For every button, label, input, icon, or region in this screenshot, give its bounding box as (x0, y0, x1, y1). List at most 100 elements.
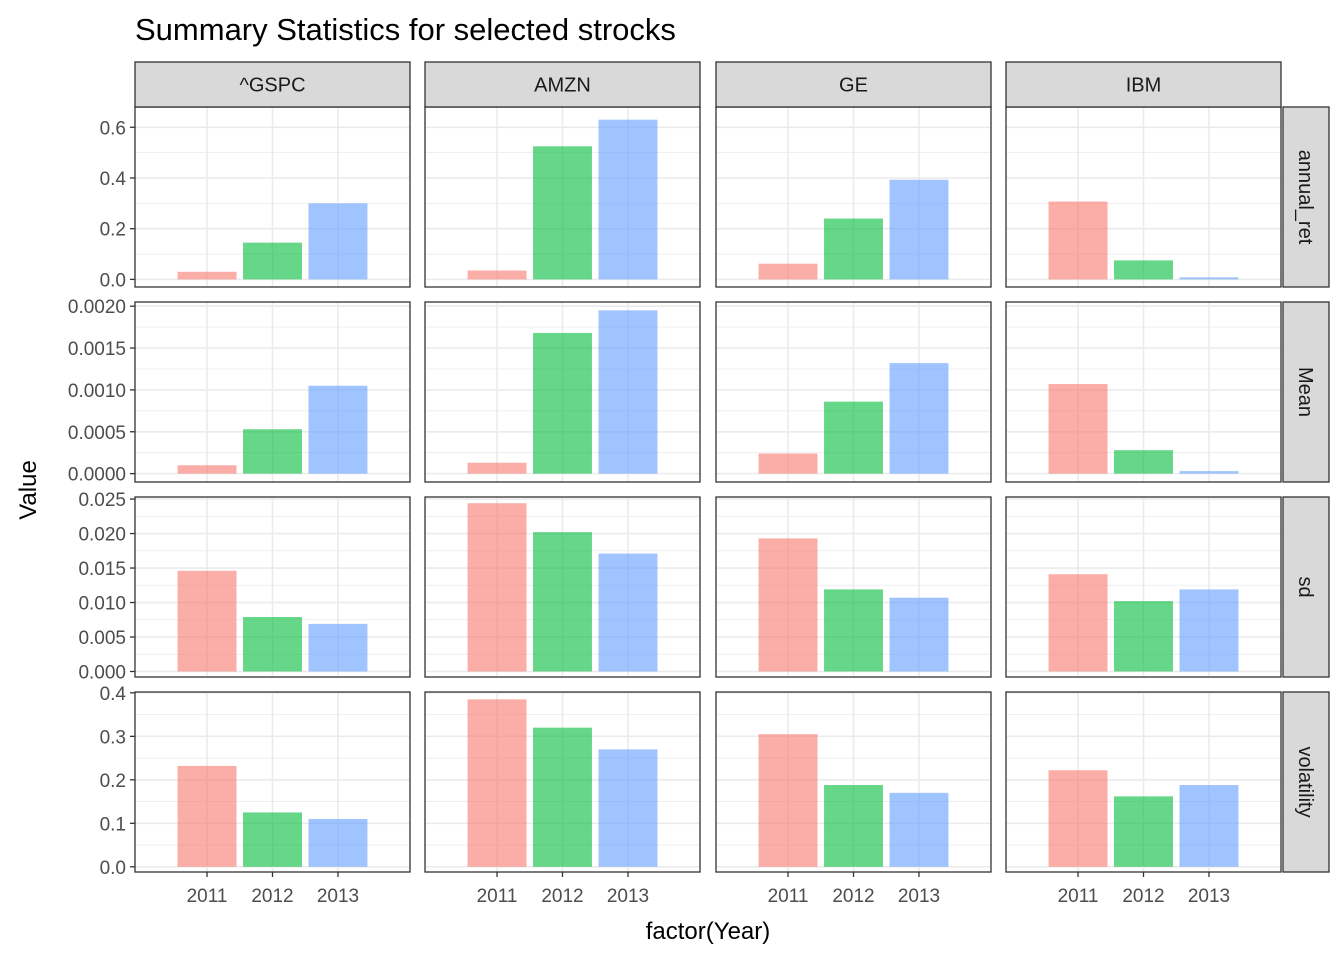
bar-gspc-annual-ret-2013 (308, 203, 368, 280)
y-tick-label: 0.3 (100, 727, 126, 748)
bar-gspc-sd-2012 (243, 617, 302, 672)
y-tick-label: 0.025 (78, 490, 126, 511)
y-tick-label: 0.6 (100, 118, 126, 139)
bar-amzn-sd-2013 (598, 553, 658, 672)
column-strip-amzn: AMZN (424, 61, 701, 108)
bar-ge-annual-ret-2011 (758, 263, 818, 280)
bar-ge-volatility-2011 (758, 734, 818, 867)
x-tick-label: 2011 (1058, 886, 1099, 907)
bar-ibm-sd-2013 (1179, 589, 1239, 672)
bar-amzn-annual-ret-2012 (533, 146, 592, 280)
row-strip-label: volatility (1294, 746, 1316, 817)
x-tick-label: 2012 (251, 886, 293, 907)
y-tick-label: 0.020 (78, 525, 126, 546)
panel-amzn-volatility: 2011 2012 2013 (424, 691, 701, 907)
x-tick-label: 2011 (477, 886, 518, 907)
y-tick-label: 0.0015 (68, 339, 126, 360)
column-strip-ibm: IBM (1005, 61, 1282, 108)
y-tick-label: 0.4 (100, 169, 127, 190)
bar-ge-mean-2013 (889, 363, 949, 474)
bar-ibm-volatility-2013 (1179, 785, 1239, 867)
panel-ge-mean (715, 301, 992, 483)
bar-ge-mean-2011 (758, 453, 818, 474)
row-strip-label: sd (1294, 576, 1316, 597)
bar-ibm-volatility-2011 (1048, 770, 1108, 867)
row-strip-mean: Mean (1282, 301, 1330, 483)
panel-ibm-annual-ret (1005, 106, 1282, 288)
chart-title: Summary Statistics for selected strocks (135, 12, 676, 47)
x-tick-label: 2011 (187, 886, 228, 907)
column-strip-label: IBM (1126, 75, 1162, 97)
x-tick-label: 2013 (607, 886, 649, 907)
column-strip-label: GE (839, 75, 868, 97)
x-tick-label: 2012 (1122, 886, 1164, 907)
facet-grid: 0.0 0.2 0.4 0.6 annual_ret 0.0000 0.0005 0.0010… (68, 61, 1330, 907)
column-strip-label: AMZN (534, 75, 591, 97)
bar-gspc-mean-2013 (308, 385, 368, 474)
y-tick-label: 0.2 (100, 220, 126, 241)
x-tick-label: 2013 (1188, 886, 1230, 907)
bar-amzn-sd-2011 (467, 503, 527, 672)
bar-amzn-annual-ret-2013 (598, 119, 658, 280)
x-tick-label: 2011 (768, 886, 809, 907)
bar-ibm-annual-ret-2012 (1114, 260, 1173, 280)
panel-border (715, 496, 992, 678)
x-tick-label: 2013 (317, 886, 359, 907)
y-tick-label: 0.000 (78, 662, 126, 683)
row-strip-background (1282, 496, 1330, 678)
bar-amzn-volatility-2011 (467, 699, 527, 867)
column-strip-background (424, 61, 701, 108)
column-strip-background (1005, 61, 1282, 108)
panel-ibm-mean (1005, 301, 1282, 483)
panel-border (424, 301, 701, 483)
bar-gspc-sd-2013 (308, 623, 368, 672)
x-tick-label: 2012 (541, 886, 583, 907)
bar-gspc-volatility-2013 (308, 818, 368, 867)
bar-gspc-mean-2012 (243, 429, 302, 474)
panel-border (715, 301, 992, 483)
panel-gspc-sd: 0.000 0.005 0.010 0.015 0.020 0.025 (78, 490, 411, 683)
column-strip-background (134, 61, 411, 108)
column-strip-gspc: ^GSPC (134, 61, 411, 108)
panel-gspc-mean: 0.0000 0.0005 0.0010 0.0015 0.0020 (68, 297, 411, 486)
row-strip-sd: sd (1282, 496, 1330, 678)
bar-ibm-sd-2012 (1114, 601, 1173, 672)
x-tick-label: 2013 (898, 886, 940, 907)
row-strip-label: Mean (1294, 367, 1316, 417)
panel-border (134, 496, 411, 678)
x-tick-label: 2012 (832, 886, 874, 907)
panel-ge-volatility: 2011 2012 2013 (715, 691, 992, 907)
panel-gspc-annual-ret: 0.0 0.2 0.4 0.6 (100, 106, 411, 291)
panel-amzn-mean (424, 301, 701, 483)
row-strip-label: annual_ret (1294, 150, 1316, 245)
bar-ge-sd-2011 (758, 538, 818, 672)
bar-ge-sd-2012 (824, 589, 883, 672)
panel-amzn-annual-ret (424, 106, 701, 288)
y-tick-label: 0.015 (78, 559, 126, 580)
row-strip-background (1282, 691, 1330, 873)
y-tick-label: 0.4 (100, 684, 127, 705)
y-tick-label: 0.0020 (68, 297, 126, 318)
y-tick-label: 0.0 (100, 270, 126, 291)
bar-ge-sd-2013 (889, 597, 949, 672)
bar-amzn-annual-ret-2011 (467, 270, 527, 280)
bar-gspc-mean-2011 (177, 465, 237, 474)
bar-ge-mean-2012 (824, 401, 883, 474)
panel-ibm-sd (1005, 496, 1282, 678)
bar-ibm-annual-ret-2013 (1179, 277, 1239, 280)
y-tick-label: 0.0 (100, 858, 126, 879)
panel-ge-annual-ret (715, 106, 992, 288)
row-strip-annual-ret: annual_ret (1282, 106, 1330, 288)
panel-border (134, 301, 411, 483)
column-strip-label: ^GSPC (239, 75, 305, 97)
y-axis-title: Value (15, 460, 42, 520)
bar-ge-annual-ret-2012 (824, 218, 883, 280)
bar-amzn-mean-2012 (533, 332, 592, 474)
y-tick-label: 0.1 (100, 814, 126, 835)
bar-ibm-annual-ret-2011 (1048, 201, 1108, 280)
column-strip-ge: GE (715, 61, 992, 108)
bar-gspc-volatility-2011 (177, 765, 237, 867)
bar-ibm-mean-2013 (1179, 471, 1239, 474)
y-tick-label: 0.005 (78, 628, 126, 649)
